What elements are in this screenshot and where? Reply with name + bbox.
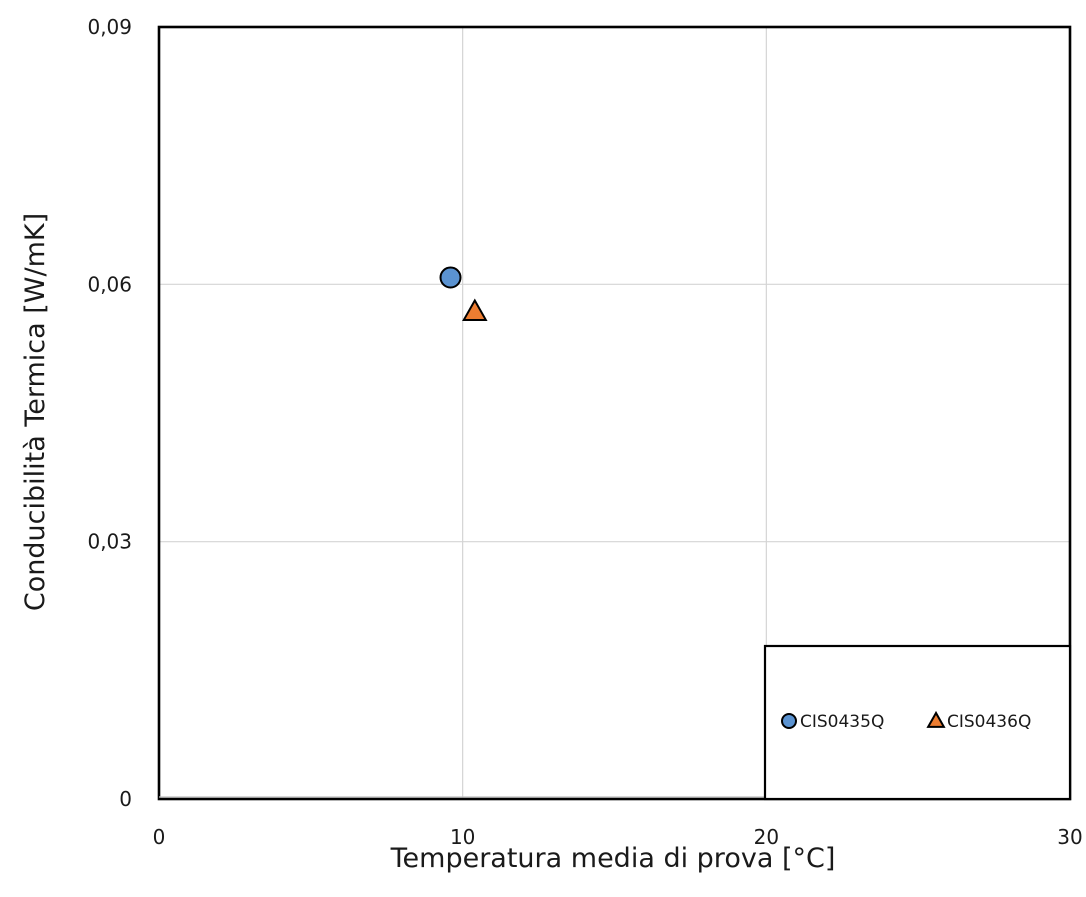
legend-marker-1 xyxy=(926,710,946,728)
y-tick-label-2: 0,06 xyxy=(87,272,132,296)
legend-marker-0 xyxy=(781,713,797,729)
x-tick-label-2: 20 xyxy=(754,825,779,849)
legend-label-1: CIS0436Q xyxy=(947,712,1031,732)
tick-labels: 0 10 20 30 0 0,03 0,06 0,09 xyxy=(87,15,1082,849)
data-points xyxy=(439,266,488,321)
x-tick-label-1: 10 xyxy=(450,825,475,849)
x-tick-label-3: 30 xyxy=(1057,825,1082,849)
legend-label-0: CIS0435Q xyxy=(800,712,884,732)
data-point-CIS0435Q-0 xyxy=(439,266,462,289)
y-axis-title: Conducibilità Termica [W/mK] xyxy=(20,213,51,611)
x-tick-label-0: 0 xyxy=(153,825,166,849)
plot-frame xyxy=(157,25,1072,801)
data-point-CIS0436Q-0 xyxy=(462,298,488,321)
y-tick-label-1: 0,03 xyxy=(87,530,132,554)
y-tick-label-0: 0 xyxy=(119,787,132,811)
legend-box xyxy=(763,644,1072,801)
legend: CIS0435Q CIS0436Q xyxy=(763,644,1072,801)
x-axis-title: Temperatura media di prova [°C] xyxy=(390,843,836,874)
y-tick-label-3: 0,09 xyxy=(87,15,132,39)
legend-items: CIS0435Q CIS0436Q xyxy=(781,710,1031,732)
